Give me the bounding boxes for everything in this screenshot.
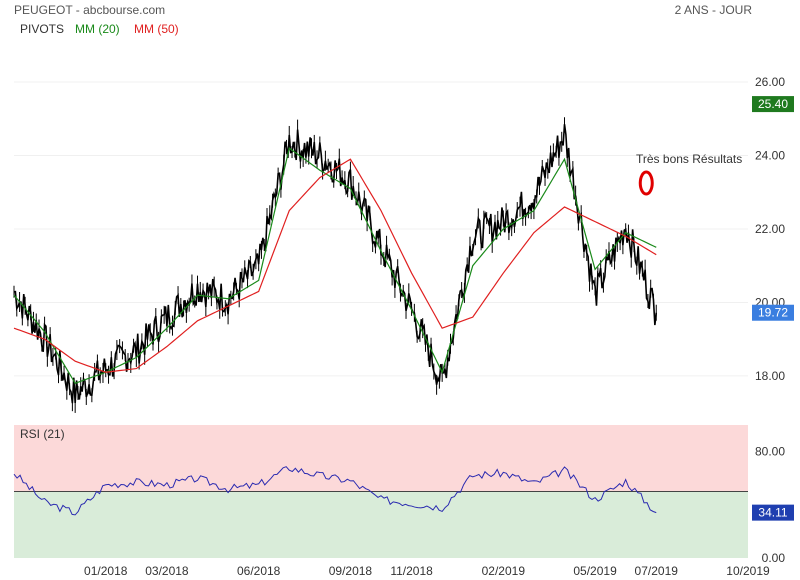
price-y-tick: 26.00 bbox=[755, 75, 785, 89]
high-price-badge: 25.40 bbox=[758, 97, 788, 111]
price-y-tick: 22.00 bbox=[755, 222, 785, 236]
x-tick: 09/2018 bbox=[329, 564, 373, 578]
rsi-overbought-zone bbox=[14, 425, 748, 492]
x-tick: 02/2019 bbox=[482, 564, 526, 578]
rsi-panel: RSI (21) bbox=[13, 425, 748, 558]
legend-mm50[interactable]: MM (50) bbox=[134, 22, 179, 36]
rsi-y-tick: 80.00 bbox=[755, 445, 785, 459]
last-price-badge-bg bbox=[752, 304, 794, 321]
price-y-tick: 24.00 bbox=[755, 149, 785, 163]
x-tick: 11/2018 bbox=[390, 564, 433, 578]
x-tick: 05/2019 bbox=[573, 564, 617, 578]
legend-mm20[interactable]: MM (20) bbox=[75, 22, 120, 36]
annotation-circle bbox=[638, 170, 654, 196]
price-series-group bbox=[13, 117, 658, 413]
x-tick: 07/2019 bbox=[635, 564, 679, 578]
price-grid bbox=[14, 81, 748, 377]
mm50-line bbox=[13, 158, 657, 373]
annotations: 25.40 19.72 Très bons Résultats 34.11 bbox=[636, 96, 794, 521]
annotation-text: Très bons Résultats bbox=[636, 152, 742, 166]
last-price-badge: 19.72 bbox=[758, 306, 788, 320]
legend-pivots[interactable]: PIVOTS bbox=[20, 22, 65, 36]
x-tick: 03/2018 bbox=[145, 564, 189, 578]
x-tick: 10/2019 bbox=[726, 564, 770, 578]
chart-title: PEUGEOT - abcbourse.com bbox=[14, 3, 166, 17]
high-price-badge-bg bbox=[752, 96, 794, 113]
rsi-label: RSI (21) bbox=[20, 427, 65, 441]
rsi-value-badge: 34.11 bbox=[758, 506, 787, 520]
price-line bbox=[13, 124, 658, 404]
x-tick: 06/2018 bbox=[237, 564, 281, 578]
rsi-line bbox=[13, 466, 657, 516]
x-tick: 01/2018 bbox=[84, 564, 128, 578]
mm20-line bbox=[13, 147, 657, 384]
rsi-oversold-zone bbox=[14, 491, 748, 558]
period-label[interactable]: 2 ANS - JOUR bbox=[674, 3, 752, 17]
rsi-y-tick: 0.00 bbox=[762, 551, 786, 565]
price-y-tick: 18.00 bbox=[755, 369, 785, 383]
rsi-badge-bg bbox=[752, 504, 794, 521]
